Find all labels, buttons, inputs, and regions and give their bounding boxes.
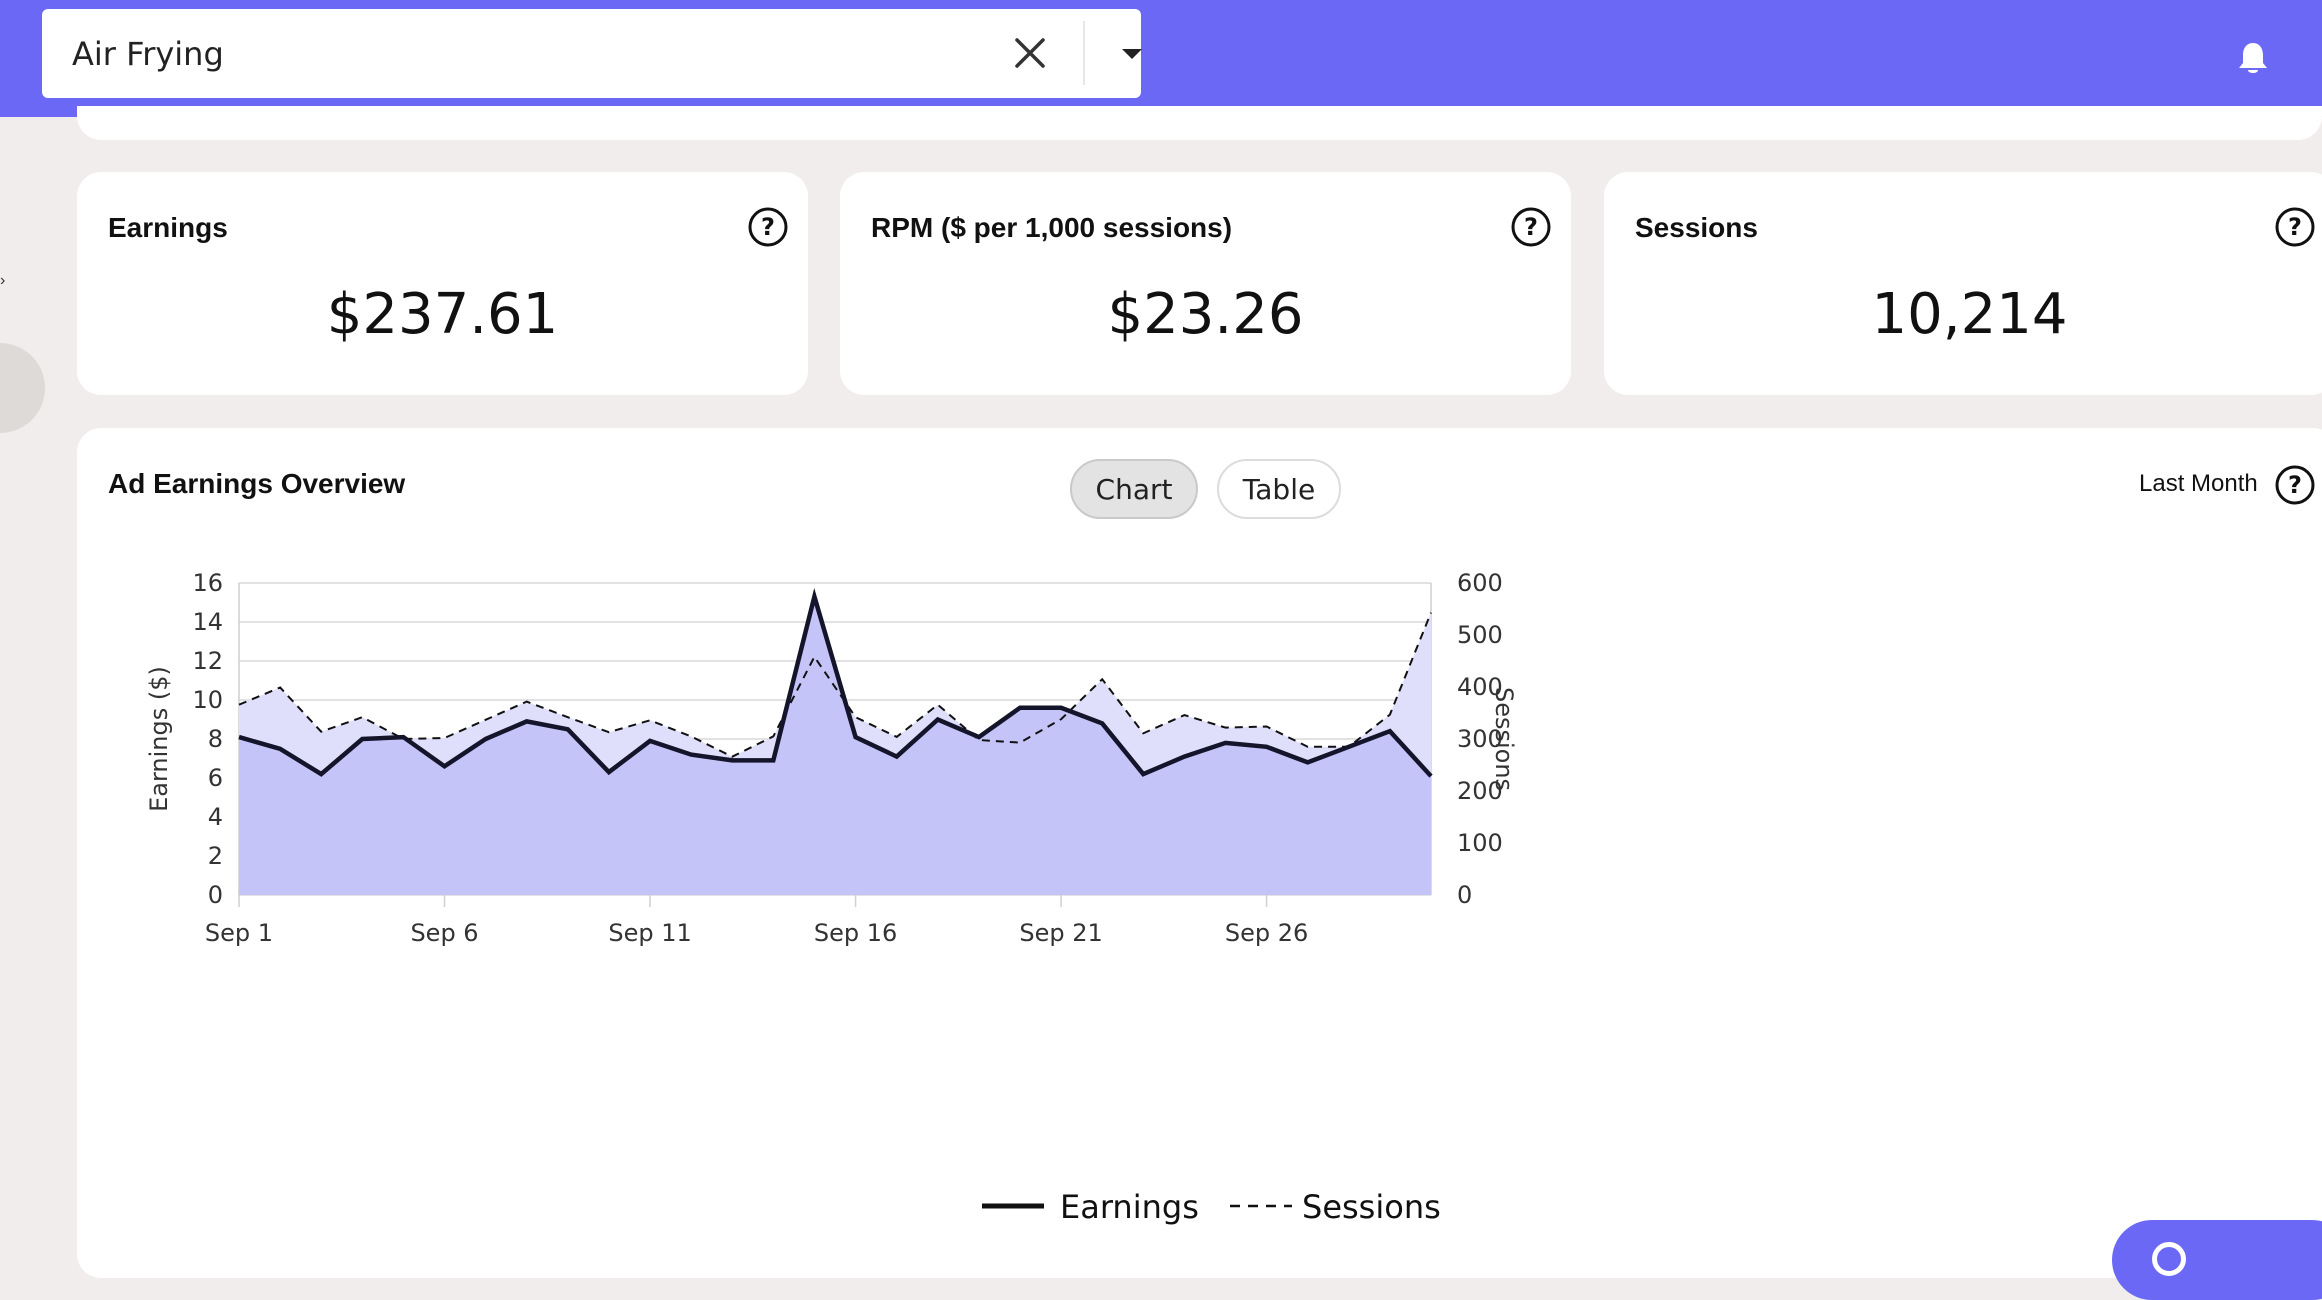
x-tick-label: Sep 6 <box>410 919 478 947</box>
y-left-tick-label: 14 <box>192 608 223 636</box>
question-circle-icon[interactable]: ? <box>747 206 789 248</box>
bell-icon[interactable] <box>2236 40 2270 76</box>
sessions-legend-label: Sessions <box>1302 1188 1441 1226</box>
earnings-area <box>239 596 1431 895</box>
y-right-tick-label: 0 <box>1457 881 1472 909</box>
y-left-tick-label: 12 <box>192 647 223 675</box>
y-right-tick-label: 500 <box>1457 621 1503 649</box>
earnings-card-title: Earnings <box>108 212 228 243</box>
chart-legend: Earnings Sessions <box>982 1188 1441 1226</box>
y-right-tick-label: 300 <box>1457 725 1503 753</box>
sessions-card: Sessions ? 10,214 <box>1604 172 2322 395</box>
help-chat-button[interactable] <box>2112 1220 2322 1300</box>
search-box[interactable] <box>42 9 1142 98</box>
y-right-tick-label: 100 <box>1457 829 1503 857</box>
ad-earnings-panel: Ad Earnings Overview Chart Table Last Mo… <box>77 428 2322 1278</box>
svg-text:?: ? <box>761 213 775 241</box>
table-view-button[interactable]: Table <box>1217 459 1341 519</box>
y-left-tick-label: 4 <box>208 803 223 831</box>
x-tick-label: Sep 21 <box>1019 919 1102 947</box>
search-input[interactable] <box>72 9 952 98</box>
y-right-tick-label: 200 <box>1457 777 1503 805</box>
sidebar-edge-mark: › <box>0 272 6 289</box>
search-divider <box>1083 21 1085 85</box>
svg-text:?: ? <box>1524 213 1538 241</box>
question-circle-icon[interactable]: ? <box>1510 206 1552 248</box>
rpm-card-title: RPM ($ per 1,000 sessions) <box>871 212 1233 243</box>
sessions-value: 10,214 <box>1871 282 2068 347</box>
filter-card-edge <box>77 106 2322 140</box>
question-circle-icon[interactable]: ? <box>2274 206 2316 248</box>
sessions-card-title: Sessions <box>1635 212 1758 243</box>
chart-view-button[interactable]: Chart <box>1070 459 1198 519</box>
panel-title: Ad Earnings Overview <box>108 468 406 499</box>
x-tick-label: Sep 26 <box>1225 919 1308 947</box>
top-bar <box>0 0 2322 117</box>
y-right-tick-label: 600 <box>1457 569 1503 597</box>
y-left-tick-label: 2 <box>208 842 223 870</box>
earnings-series-line <box>238 588 1433 778</box>
help-chat-icon <box>2152 1242 2186 1276</box>
earnings-legend-label: Earnings <box>1060 1188 1199 1226</box>
x-tick-label: Sep 11 <box>608 919 691 947</box>
y-left-tick-label: 16 <box>192 569 223 597</box>
question-circle-icon[interactable]: ? <box>2274 464 2316 506</box>
y-left-tick-label: 10 <box>192 686 223 714</box>
caret-down-icon[interactable] <box>1112 39 1152 69</box>
x-tick-label: Sep 1 <box>205 919 273 947</box>
rpm-card: RPM ($ per 1,000 sessions) ? $23.26 <box>840 172 1571 395</box>
svg-text:?: ? <box>2288 213 2302 241</box>
y-left-tick-label: 0 <box>208 881 223 909</box>
earnings-chart: 0 2 4 6 8 10 12 14 16 0 100 200 300 400 500 600 Sep 1 Sep… <box>145 569 1518 1226</box>
close-icon[interactable] <box>1012 35 1048 71</box>
date-range-label[interactable]: Last Month <box>2139 470 2258 497</box>
earnings-value: $237.61 <box>326 282 559 347</box>
y-axis-left-label: Earnings ($) <box>145 666 173 812</box>
earnings-card: Earnings ? $237.61 <box>77 172 808 395</box>
sessions-series-line <box>238 612 1432 758</box>
y-axis-right-label: Sessions <box>1490 687 1518 791</box>
rpm-value: $23.26 <box>1107 282 1304 347</box>
svg-text:?: ? <box>2288 471 2302 499</box>
sidebar-avatar[interactable] <box>0 343 45 433</box>
y-left-tick-label: 6 <box>208 764 223 792</box>
chart-ticks: 0 2 4 6 8 10 12 14 16 0 100 200 300 400 500 600 Sep 1 Sep… <box>192 569 1502 947</box>
y-left-tick-label: 8 <box>208 725 223 753</box>
x-tick-label: Sep 16 <box>814 919 897 947</box>
y-right-tick-label: 400 <box>1457 673 1503 701</box>
